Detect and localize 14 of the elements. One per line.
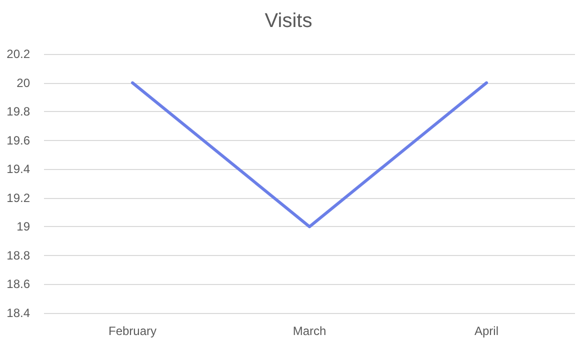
y-tick-label: 20: [16, 76, 30, 90]
x-tick-label: April: [474, 324, 499, 338]
x-tick-label: March: [292, 324, 326, 338]
y-tick-label: 19.6: [6, 133, 30, 148]
y-tick-label: 18.6: [6, 277, 30, 292]
y-tick-label: 19.2: [6, 190, 30, 205]
y-tick-label: 19.4: [6, 162, 30, 176]
y-tick-label: 18.8: [6, 248, 30, 262]
chart-title: Visits: [264, 10, 312, 32]
y-tick-label: 20.2: [6, 47, 30, 61]
x-tick-label: February: [108, 324, 157, 338]
y-tick-label: 19.8: [6, 104, 30, 119]
y-tick-label: 19: [16, 220, 30, 234]
y-tick-label: 18.4: [6, 306, 30, 320]
